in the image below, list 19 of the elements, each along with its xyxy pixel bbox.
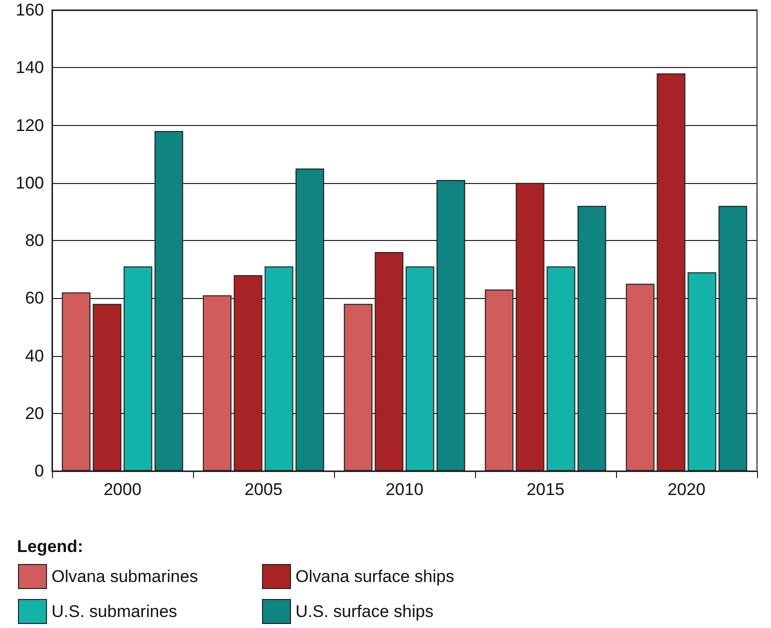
- legend-label: U.S. surface ships: [296, 602, 434, 621]
- x-tick-label: 2000: [104, 480, 142, 499]
- legend-label: U.S. submarines: [52, 602, 178, 621]
- y-tick-label: 20: [25, 404, 44, 423]
- x-tick-label: 2010: [386, 480, 424, 499]
- y-tick-label: 0: [34, 462, 44, 480]
- y-tick-label: 80: [25, 231, 44, 250]
- legend-title: Legend:: [17, 537, 84, 556]
- legend-label: Olvana surface ships: [296, 567, 454, 586]
- x-tick-label: 2020: [668, 480, 706, 499]
- legend-label: Olvana submarines: [52, 567, 198, 586]
- y-tick-label: 40: [25, 346, 44, 366]
- y-tick-label: 100: [16, 173, 44, 192]
- x-tick-label: 2015: [526, 480, 564, 499]
- y-tick-label: 160: [16, 0, 44, 20]
- y-tick-label: 140: [16, 58, 44, 78]
- x-tick-label: 2005: [244, 480, 282, 499]
- y-tick-label: 120: [16, 116, 44, 135]
- y-tick-label: 60: [25, 288, 44, 308]
